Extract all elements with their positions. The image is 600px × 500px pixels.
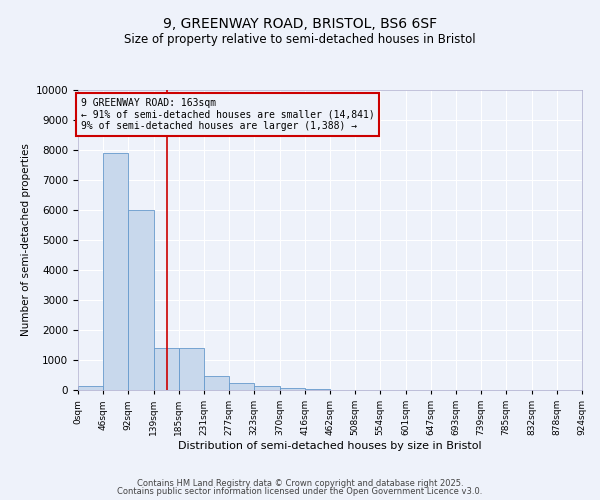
Bar [154,348,179,390]
Text: Contains HM Land Registry data © Crown copyright and database right 2025.: Contains HM Land Registry data © Crown c… [137,478,463,488]
Y-axis label: Number of semi-detached properties: Number of semi-detached properties [22,144,31,336]
Bar [103,153,128,390]
Text: 9, GREENWAY ROAD, BRISTOL, BS6 6SF: 9, GREENWAY ROAD, BRISTOL, BS6 6SF [163,18,437,32]
Bar [128,210,154,390]
Bar [229,383,254,390]
Bar [179,348,204,390]
Bar [204,376,229,390]
Bar [254,386,280,390]
Text: Contains public sector information licensed under the Open Government Licence v3: Contains public sector information licen… [118,487,482,496]
Text: 9 GREENWAY ROAD: 163sqm
← 91% of semi-detached houses are smaller (14,841)
9% of: 9 GREENWAY ROAD: 163sqm ← 91% of semi-de… [81,98,374,130]
Text: Size of property relative to semi-detached houses in Bristol: Size of property relative to semi-detach… [124,32,476,46]
X-axis label: Distribution of semi-detached houses by size in Bristol: Distribution of semi-detached houses by … [178,441,482,451]
Bar [280,388,305,390]
Bar [78,386,103,390]
